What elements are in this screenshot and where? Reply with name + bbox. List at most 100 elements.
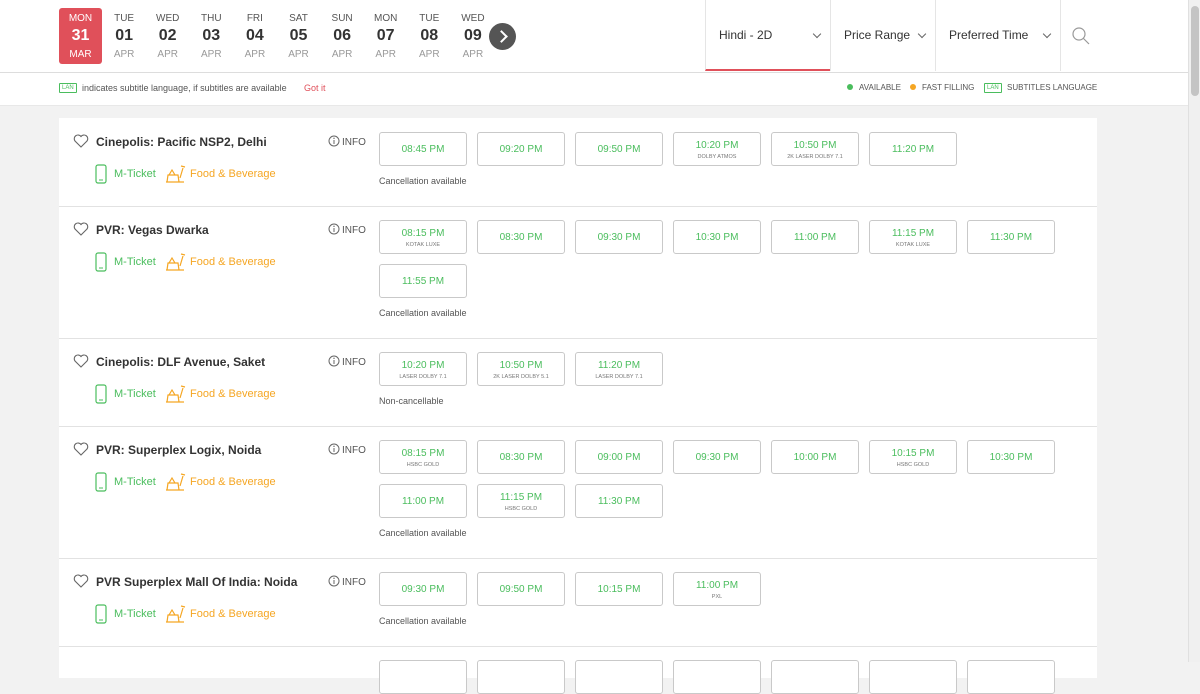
favorite[interactable] <box>73 134 89 153</box>
month: MAR <box>69 49 92 60</box>
screen-format: KOTAK LUXE <box>895 242 931 248</box>
showtime-button[interactable]: 08:30 PM <box>477 220 565 254</box>
subtitle-note: indicates subtitle language, if subtitle… <box>82 83 287 93</box>
filter-label: Preferred Time <box>949 28 1029 42</box>
showtime: 11:00 PM <box>793 232 837 243</box>
showtime-button[interactable] <box>477 660 565 694</box>
info-link[interactable]: INFO <box>328 443 366 456</box>
showtime-button[interactable]: 11:30 PM <box>967 220 1055 254</box>
showtime-button[interactable]: 11:55 PM <box>379 264 467 298</box>
screen-format: HSBC GOLD <box>504 506 538 512</box>
date-tab[interactable]: SUN 06 APR <box>321 8 364 64</box>
info-link[interactable]: INFO <box>328 355 366 368</box>
showtime-button[interactable]: 09:00 PM <box>575 440 663 474</box>
showtime-button[interactable]: 11:20 PM <box>869 132 957 166</box>
showtime: 11:20 PM <box>891 144 935 155</box>
showtime-button[interactable] <box>673 660 761 694</box>
date-tab[interactable]: MON 31 MAR <box>59 8 102 64</box>
showtime-button[interactable] <box>379 660 467 694</box>
showtime: 11:55 PM <box>401 276 445 287</box>
got-it[interactable]: Got it <box>304 83 326 93</box>
showtime: 11:00 PM <box>401 496 445 507</box>
cancellation-note: Cancellation available <box>379 616 467 626</box>
filter-dropdown[interactable]: Price Range <box>830 0 935 71</box>
screen-format: PXL <box>711 594 723 600</box>
showtime-button[interactable]: 09:50 PM <box>477 572 565 606</box>
showtime-button[interactable]: 09:30 PM <box>575 220 663 254</box>
showtime-button[interactable]: 10:20 PM LASER DOLBY 7.1 <box>379 352 467 386</box>
showtime: 09:50 PM <box>597 144 641 155</box>
date-tab[interactable]: TUE 01 APR <box>103 8 146 64</box>
showtime-button[interactable]: 10:30 PM <box>673 220 761 254</box>
showtime-button[interactable]: 09:30 PM <box>379 572 467 606</box>
showtime: 09:50 PM <box>499 584 543 595</box>
screen-format: 2K LASER DOLBY 5.1 <box>493 374 549 380</box>
showtime-button[interactable]: 10:50 PM 2K LASER DOLBY 5.1 <box>477 352 565 386</box>
showtime-button[interactable]: 09:20 PM <box>477 132 565 166</box>
showtime-button[interactable]: 10:50 PM 2K LASER DOLBY 7.1 <box>771 132 859 166</box>
showtime-button[interactable]: 11:15 PM KOTAK LUXE <box>869 220 957 254</box>
filter-dropdown[interactable]: Hindi - 2D <box>705 0 830 71</box>
cancellation-note: Non-cancellable <box>379 396 444 406</box>
screen-format: LASER DOLBY 7.1 <box>595 374 643 380</box>
chevron <box>917 29 927 39</box>
showtime-button[interactable]: 10:00 PM <box>771 440 859 474</box>
showtime-button[interactable]: 11:00 PM PXL <box>673 572 761 606</box>
legend-fast-filling: FAST FILLING <box>922 83 975 92</box>
date-tab[interactable]: SAT 05 APR <box>277 8 320 64</box>
venue-row: PVR Superplex Mall Of India: Noida M-Tick… <box>59 558 1097 647</box>
date-number: 07 <box>376 27 395 44</box>
showtime-button[interactable]: 09:30 PM <box>673 440 761 474</box>
screen-format: DOLBY ATMOS <box>697 154 737 160</box>
showtime-button[interactable]: 11:00 PM <box>379 484 467 518</box>
food-beverage: Food & Beverage <box>164 252 276 272</box>
showtime-button[interactable] <box>575 660 663 694</box>
food-beverage: Food & Beverage <box>164 472 276 492</box>
month: APR <box>375 49 396 60</box>
showtime-button[interactable]: 10:15 PM HSBC GOLD <box>869 440 957 474</box>
showtime-button[interactable] <box>771 660 859 694</box>
showtime-button[interactable]: 11:15 PM HSBC GOLD <box>477 484 565 518</box>
showtime-button[interactable]: 08:30 PM <box>477 440 565 474</box>
date-tab[interactable]: FRI 04 APR <box>233 8 276 64</box>
info-link[interactable]: INFO <box>328 575 366 588</box>
favorite[interactable] <box>73 222 89 241</box>
search[interactable] <box>1060 0 1101 71</box>
favorite[interactable] <box>73 574 89 593</box>
day: SUN <box>331 13 353 24</box>
date-tab[interactable]: MON 07 APR <box>364 8 407 64</box>
showtime-button[interactable]: 10:30 PM <box>967 440 1055 474</box>
date-tab[interactable]: WED 02 APR <box>146 8 189 64</box>
month: APR <box>201 49 222 60</box>
date-tab[interactable]: WED 09 APR <box>451 8 494 64</box>
food-beverage: Food & Beverage <box>164 164 276 184</box>
showtime-button[interactable]: 11:30 PM <box>575 484 663 518</box>
info-link[interactable]: INFO <box>328 135 366 148</box>
date-number: 02 <box>158 27 177 44</box>
showtime-button[interactable] <box>869 660 957 694</box>
food-label: Food & Beverage <box>190 475 276 488</box>
showtime-button[interactable]: 10:20 PM DOLBY ATMOS <box>673 132 761 166</box>
favorite[interactable] <box>73 442 89 461</box>
showtime-button[interactable]: 11:00 PM <box>771 220 859 254</box>
showtime-button[interactable] <box>967 660 1055 694</box>
info-label: INFO <box>342 357 366 368</box>
info-label: INFO <box>342 225 366 236</box>
venue-row: PVR: Superplex Logix, Noida M-Ticket Food … <box>59 426 1097 559</box>
filter-dropdown[interactable]: Preferred Time <box>935 0 1060 71</box>
showtime-button[interactable]: 09:50 PM <box>575 132 663 166</box>
favorite[interactable] <box>73 354 89 373</box>
showtime-button[interactable]: 08:15 PM HSBC GOLD <box>379 440 467 474</box>
date-tab[interactable]: TUE 08 APR <box>408 8 451 64</box>
food-label: Food & Beverage <box>190 607 276 620</box>
showtime-button[interactable]: 10:15 PM <box>575 572 663 606</box>
info-link[interactable]: INFO <box>328 223 366 236</box>
showtime-button[interactable]: 08:45 PM <box>379 132 467 166</box>
date-tab[interactable]: THU 03 APR <box>190 8 233 64</box>
month: APR <box>113 49 135 60</box>
showtime-button[interactable]: 08:15 PM KOTAK LUXE <box>379 220 467 254</box>
next-dates[interactable] <box>489 23 516 50</box>
showtime-button[interactable]: 11:20 PM LASER DOLBY 7.1 <box>575 352 663 386</box>
m-ticket: M-Ticket <box>95 164 156 184</box>
